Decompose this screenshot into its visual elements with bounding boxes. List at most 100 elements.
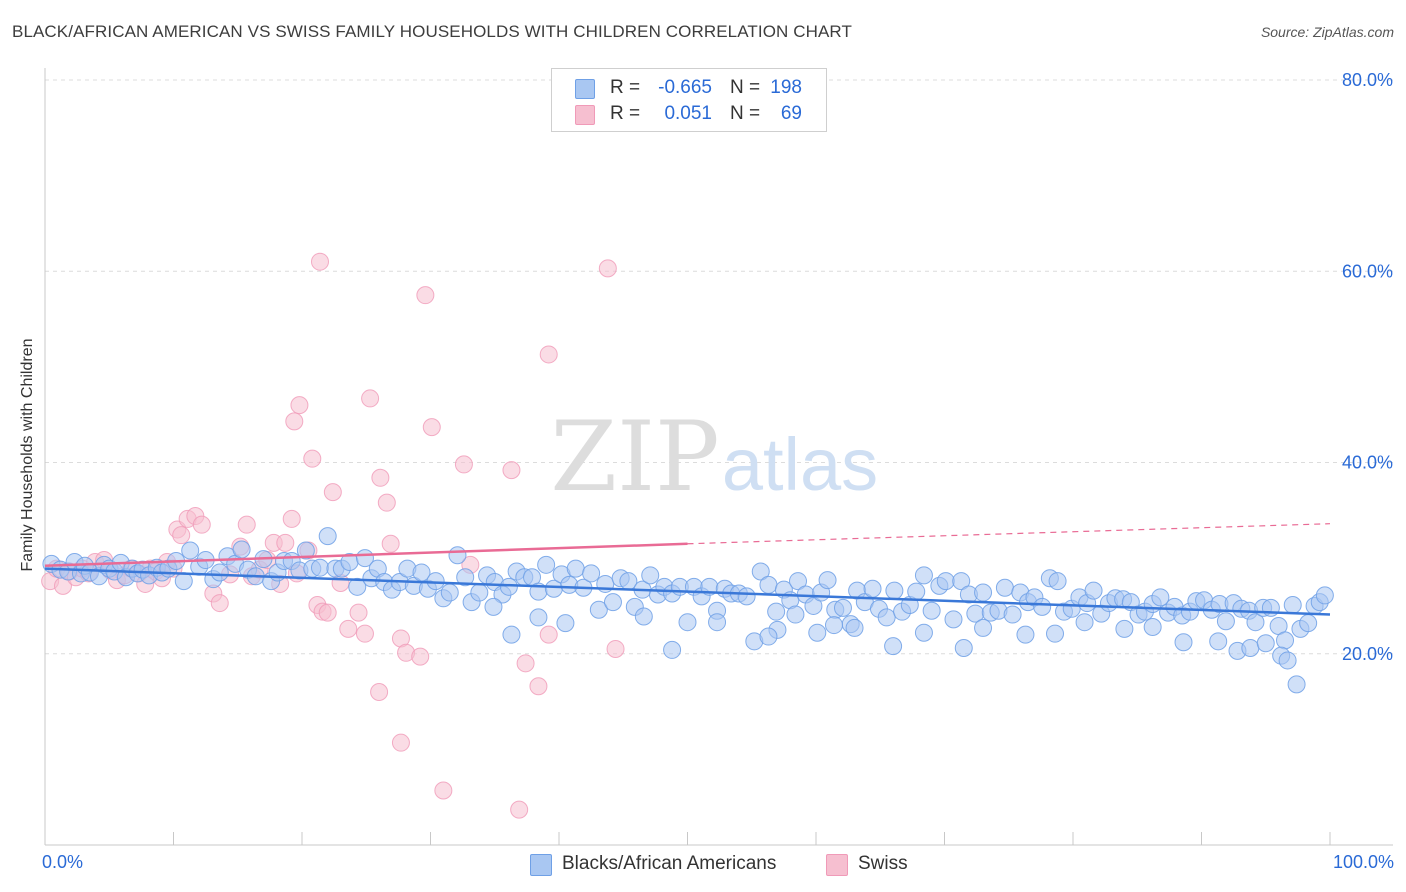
- legend-swatch-blue: [530, 854, 552, 876]
- black-point: [470, 583, 489, 602]
- black-point: [708, 613, 727, 632]
- black-point: [1256, 634, 1275, 653]
- black-points: [42, 527, 1334, 694]
- swiss-point: [318, 603, 337, 622]
- legend-label: Blacks/African Americans: [562, 853, 777, 874]
- swiss-point: [381, 534, 400, 553]
- black-point: [1003, 605, 1022, 624]
- black-point: [1174, 633, 1193, 652]
- black-point: [767, 602, 786, 621]
- swiss-point: [285, 412, 304, 431]
- swiss-trend-extension: [687, 523, 1331, 545]
- black-point: [789, 572, 808, 591]
- black-point: [663, 640, 682, 659]
- black-point: [1048, 572, 1067, 591]
- swiss-point: [371, 468, 390, 487]
- black-point: [529, 608, 548, 627]
- swiss-point: [598, 259, 617, 278]
- swiss-point: [210, 594, 229, 613]
- swiss-point: [539, 345, 558, 364]
- black-point: [824, 616, 843, 635]
- stats-legend: R = -0.665 N = 198 R = 0.051 N = 69: [551, 68, 827, 132]
- black-point: [954, 639, 973, 658]
- black-point: [566, 559, 585, 578]
- black-point: [759, 575, 778, 594]
- black-point: [877, 608, 896, 627]
- swiss-point: [391, 733, 410, 752]
- black-point: [1278, 651, 1297, 670]
- swiss-point: [539, 625, 558, 644]
- swiss-point: [510, 800, 529, 819]
- black-point: [589, 600, 608, 619]
- swiss-point: [282, 509, 301, 528]
- legend-n-value: 198: [770, 77, 802, 98]
- swiss-point: [502, 461, 521, 480]
- black-point: [884, 637, 903, 656]
- y-tick-labels: 20.0% 40.0% 60.0% 80.0%: [1342, 70, 1393, 664]
- black-point: [641, 566, 660, 585]
- black-point: [678, 613, 697, 632]
- black-point: [759, 627, 778, 646]
- swiss-point: [323, 483, 342, 502]
- swiss-point: [377, 493, 396, 512]
- axis-layer: [44, 68, 1393, 846]
- swiss-point: [454, 455, 473, 474]
- chart-title: BLACK/AFRICAN AMERICAN VS SWISS FAMILY H…: [12, 22, 852, 41]
- swiss-point: [339, 619, 358, 638]
- legend-n-label: N =: [730, 103, 761, 124]
- black-point: [1151, 588, 1170, 607]
- black-point: [863, 579, 882, 598]
- black-point: [1299, 614, 1318, 633]
- swiss-point: [434, 781, 453, 800]
- swiss-point: [370, 683, 389, 701]
- black-point: [181, 541, 200, 560]
- swiss-point: [416, 286, 435, 305]
- black-point: [310, 558, 329, 577]
- black-point: [808, 623, 827, 642]
- x-tick-label-min: 0.0%: [42, 852, 84, 872]
- black-point: [974, 583, 993, 602]
- black-point: [995, 578, 1014, 597]
- swiss-trend-line: [44, 542, 688, 568]
- black-point: [1216, 612, 1235, 631]
- watermark-zip: ZIP: [550, 401, 719, 513]
- black-point: [1276, 631, 1295, 650]
- black-point: [1246, 613, 1265, 632]
- black-point: [1075, 613, 1094, 632]
- swiss-point: [361, 389, 380, 408]
- black-point: [210, 563, 229, 582]
- swiss-point: [355, 624, 374, 643]
- black-point: [914, 623, 933, 642]
- swiss-point: [411, 647, 430, 666]
- swiss-point: [237, 515, 256, 534]
- y-tick-label: 80.0%: [1342, 70, 1393, 90]
- legend-r-label: R =: [610, 103, 641, 124]
- swiss-point: [310, 252, 329, 271]
- y-tick-label: 60.0%: [1342, 261, 1393, 281]
- chart-source: Source: ZipAtlas.com: [1260, 24, 1394, 40]
- swiss-point: [529, 677, 548, 696]
- black-point: [885, 581, 904, 600]
- black-point: [737, 587, 756, 606]
- black-point: [818, 571, 837, 590]
- swiss-point: [422, 418, 441, 437]
- black-point: [296, 541, 315, 560]
- black-point: [1315, 586, 1334, 605]
- swiss-point: [192, 515, 211, 534]
- black-point: [174, 572, 193, 591]
- black-point: [1241, 639, 1260, 658]
- black-point: [922, 601, 941, 620]
- swiss-point: [276, 533, 295, 552]
- black-point: [751, 562, 770, 581]
- black-point: [348, 577, 367, 596]
- swiss-point: [303, 449, 322, 468]
- black-point: [232, 540, 251, 559]
- black-point: [845, 618, 864, 637]
- black-point: [448, 546, 467, 565]
- legend-row-black: R = -0.665 N = 198: [552, 75, 826, 101]
- swiss-point: [290, 396, 309, 415]
- black-point: [1084, 581, 1103, 600]
- black-point: [456, 568, 475, 587]
- black-point: [907, 582, 926, 601]
- black-point: [1016, 625, 1035, 644]
